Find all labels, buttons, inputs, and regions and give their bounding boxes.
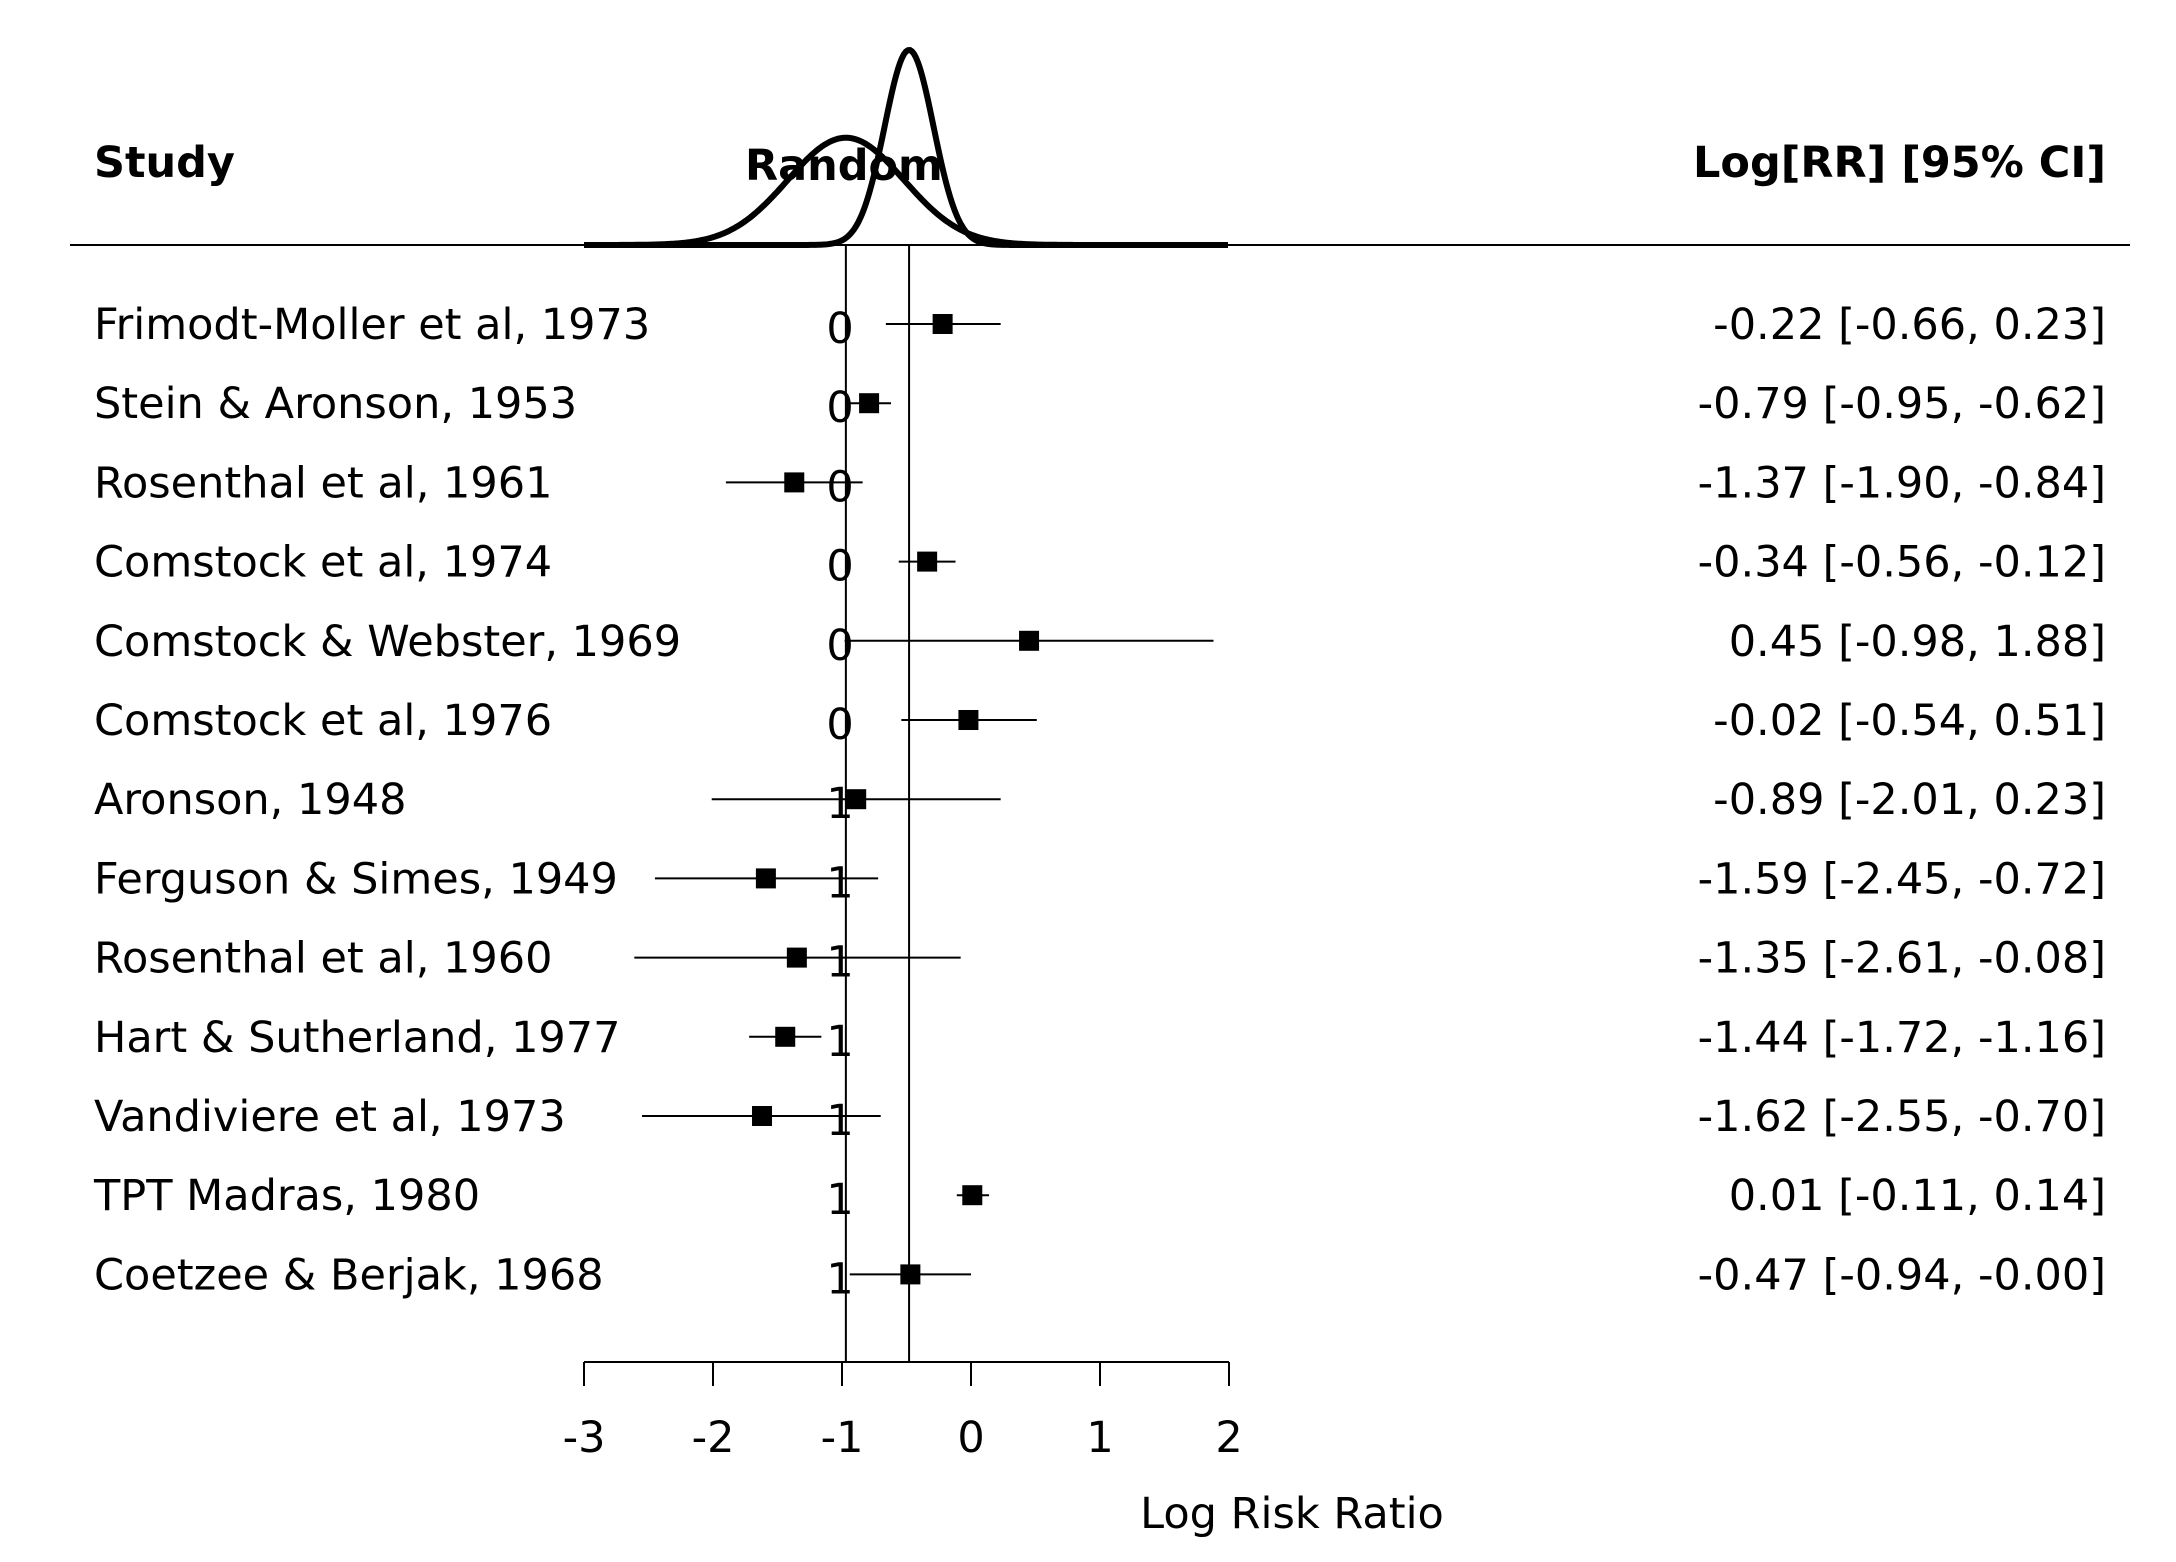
- study-label: Stein & Aronson, 1953: [94, 379, 577, 429]
- point-estimate: [784, 472, 805, 493]
- study-label: Comstock et al, 1976: [94, 696, 552, 746]
- study-label: Comstock et al, 1974: [94, 538, 552, 588]
- study-label: Rosenthal et al, 1960: [94, 934, 553, 984]
- x-tick-label: 2: [1215, 1413, 1242, 1463]
- group-value: 1: [826, 1096, 853, 1146]
- point-estimate: [859, 393, 880, 414]
- point-estimate: [755, 868, 776, 889]
- point-estimate: [900, 1264, 921, 1285]
- x-tick-label: 1: [1086, 1413, 1113, 1463]
- estimate-label: -0.89 [-2.01, 0.23]: [1713, 775, 2106, 825]
- study-label: Rosenthal et al, 1961: [94, 458, 553, 508]
- point-estimate: [917, 551, 938, 572]
- group-value: 1: [826, 1254, 853, 1304]
- estimate-label: -0.22 [-0.66, 0.23]: [1713, 300, 2106, 350]
- estimate-label: -1.62 [-2.55, -0.70]: [1698, 1092, 2106, 1142]
- x-tick-label: 0: [957, 1413, 984, 1463]
- plot-layer: Frimodt-Moller et al, 1973 0 -0.22 [-0.66,…: [93, 47, 2106, 1463]
- group-value: 1: [826, 1017, 853, 1067]
- study-label: Hart & Sutherland, 1977: [94, 1013, 621, 1063]
- x-tick-label: -1: [821, 1413, 864, 1463]
- group-value: 0: [826, 462, 853, 512]
- study-label: Vandiviere et al, 1973: [94, 1092, 566, 1142]
- point-estimate: [1019, 630, 1040, 651]
- estimate-label: -0.34 [-0.56, -0.12]: [1698, 538, 2106, 588]
- estimate-label: -1.44 [-1.72, -1.16]: [1698, 1013, 2106, 1063]
- header-random: Random: [745, 141, 943, 191]
- study-label: Ferguson & Simes, 1949: [94, 854, 618, 904]
- estimate-label: -1.35 [-2.61, -0.08]: [1698, 934, 2106, 984]
- estimate-label: 0.45 [-0.98, 1.88]: [1729, 617, 2106, 667]
- estimate-label: 0.01 [-0.11, 0.14]: [1729, 1171, 2106, 1221]
- group-value: 1: [826, 938, 853, 988]
- group-value: 0: [826, 700, 853, 750]
- point-estimate: [846, 789, 867, 810]
- estimate-label: -0.79 [-0.95, -0.62]: [1698, 379, 2106, 429]
- group-value: 0: [826, 304, 853, 354]
- study-label: Comstock & Webster, 1969: [94, 617, 681, 667]
- group-value: 1: [826, 858, 853, 908]
- study-label: Coetzee & Berjak, 1968: [94, 1250, 604, 1300]
- point-estimate: [786, 947, 807, 968]
- study-label: TPT Madras, 1980: [93, 1171, 480, 1221]
- study-label: Aronson, 1948: [94, 775, 406, 825]
- header-estimate: Log[RR] [95% CI]: [1693, 138, 2106, 188]
- estimate-label: -0.02 [-0.54, 0.51]: [1713, 696, 2106, 746]
- x-tick-label: -2: [692, 1413, 735, 1463]
- group-value: 0: [826, 542, 853, 592]
- estimate-label: -1.37 [-1.90, -0.84]: [1698, 458, 2106, 508]
- point-estimate: [932, 314, 953, 334]
- point-estimate: [962, 1185, 983, 1206]
- group-value: 0: [826, 383, 853, 433]
- estimate-label: -0.47 [-0.94, -0.00]: [1698, 1250, 2106, 1300]
- group-value: 1: [826, 1175, 853, 1225]
- estimate-label: -1.59 [-2.45, -0.72]: [1698, 854, 2106, 904]
- group-value: 0: [826, 621, 853, 671]
- point-estimate: [752, 1106, 773, 1126]
- x-tick-label: -3: [563, 1413, 606, 1463]
- x-axis-label: Log Risk Ratio: [1140, 1489, 1444, 1539]
- header-study: Study: [94, 138, 235, 188]
- point-estimate: [958, 710, 979, 730]
- density-curve-1: [584, 47, 1228, 248]
- point-estimate: [775, 1026, 796, 1047]
- study-label: Frimodt-Moller et al, 1973: [94, 300, 650, 350]
